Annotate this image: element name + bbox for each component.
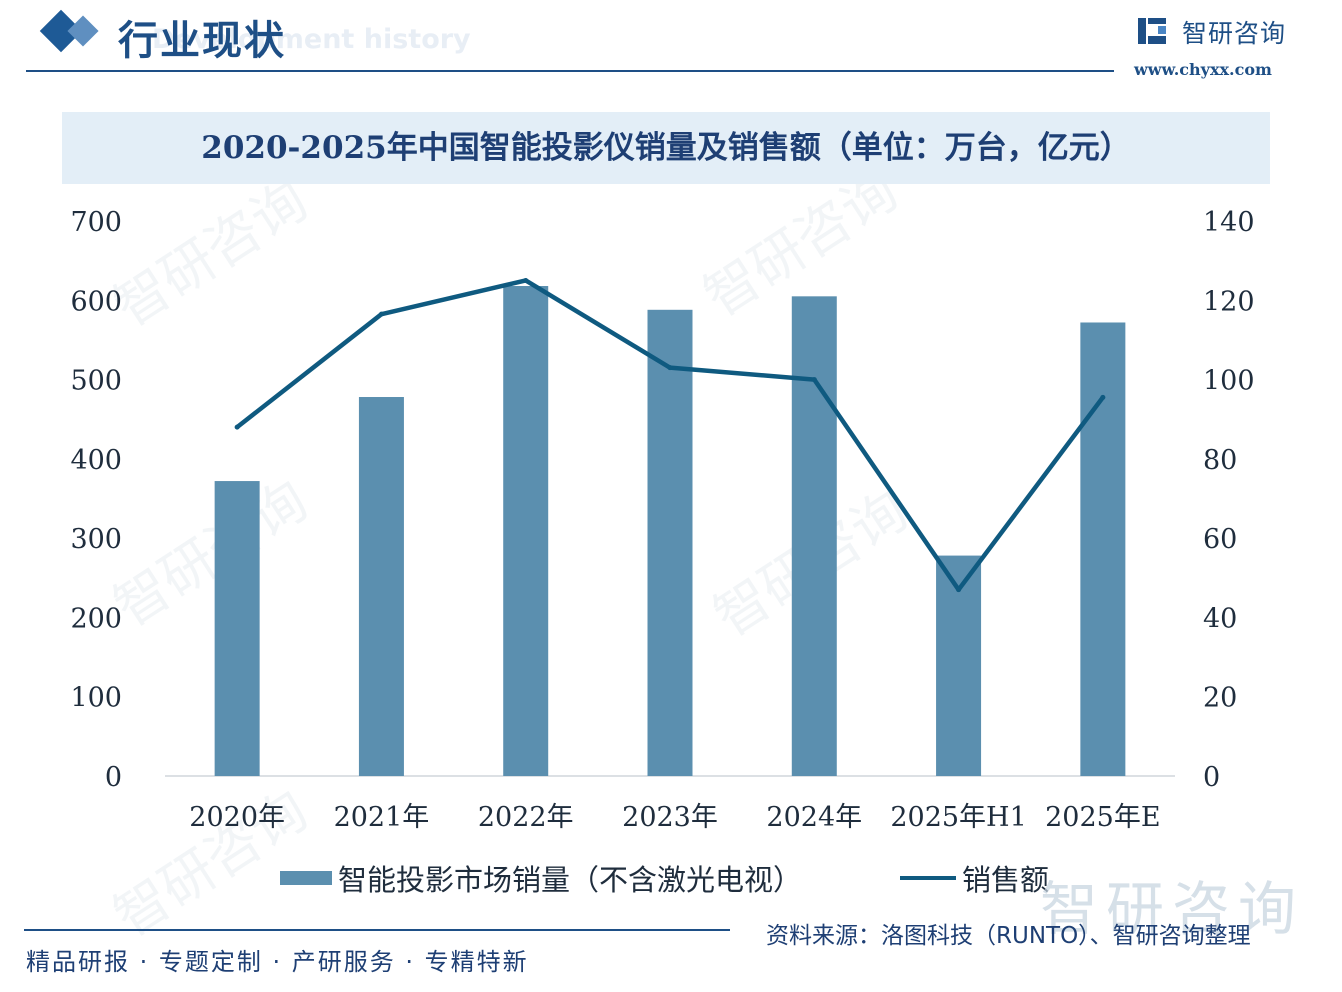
brand-name: 智研咨询 bbox=[1182, 19, 1287, 48]
chart-title: 2020-2025年中国智能投影仪销量及销售额（单位：万台，亿元） bbox=[201, 130, 1131, 166]
legend-item-sales-volume: 智能投影市场销量（不含激光电视） bbox=[280, 856, 802, 900]
bar bbox=[503, 286, 549, 776]
footer-tagline: 精品研报 · 专题定制 · 产研服务 · 专精特新 bbox=[26, 948, 529, 976]
section-title: 行业现状 bbox=[118, 17, 286, 64]
bar bbox=[791, 296, 837, 776]
x-tick-label: 2025年E bbox=[1045, 802, 1160, 833]
legend-label-sales-volume: 智能投影市场销量（不含激光电视） bbox=[338, 863, 803, 897]
watermark-brand: 智研咨询 bbox=[1040, 875, 1305, 943]
bar bbox=[936, 555, 982, 776]
y-left-tick-label: 600 bbox=[70, 286, 122, 317]
x-tick-label: 2023年 bbox=[622, 802, 718, 833]
y-left-tick-label: 400 bbox=[70, 445, 122, 476]
header-divider bbox=[26, 70, 1114, 72]
x-tick-label: 2024年 bbox=[766, 802, 862, 833]
x-tick-label: 2022年 bbox=[478, 802, 574, 833]
y-right-tick-label: 40 bbox=[1203, 603, 1237, 634]
y-left-tick-label: 700 bbox=[70, 207, 122, 238]
y-left-tick-label: 100 bbox=[70, 683, 122, 714]
y-left-tick-label: 200 bbox=[70, 603, 122, 634]
bar bbox=[214, 481, 260, 776]
footer-divider bbox=[24, 929, 730, 931]
y-left-tick-label: 500 bbox=[70, 366, 122, 397]
y-right-tick-label: 20 bbox=[1203, 683, 1237, 714]
y-right-tick-label: 60 bbox=[1203, 524, 1237, 555]
legend-label-sales-revenue: 销售额 bbox=[962, 863, 1050, 897]
line-point bbox=[1100, 394, 1106, 400]
legend-item-sales-revenue: 销售额 bbox=[900, 856, 1049, 900]
bar bbox=[358, 397, 404, 776]
x-tick-label: 2021年 bbox=[334, 802, 430, 833]
page-header: Development history 行业现状 智研咨询 www.chyxx.… bbox=[0, 0, 1342, 80]
y-right-tick-label: 80 bbox=[1203, 445, 1237, 476]
brand-url: www.chyxx.com bbox=[1134, 60, 1272, 79]
y-right-tick-label: 140 bbox=[1203, 207, 1255, 238]
x-tick-label: 2025年H1 bbox=[890, 802, 1026, 833]
legend-bar-swatch bbox=[280, 871, 332, 885]
line-point bbox=[667, 365, 673, 371]
line-point bbox=[234, 424, 240, 430]
y-right-tick-label: 100 bbox=[1203, 366, 1255, 397]
y-left-tick-label: 300 bbox=[70, 524, 122, 555]
y-left-tick-label: 0 bbox=[105, 762, 122, 793]
x-tick-label: 2020年 bbox=[189, 802, 285, 833]
y-right-tick-label: 0 bbox=[1203, 762, 1220, 793]
bar bbox=[647, 309, 693, 776]
line-point bbox=[956, 587, 962, 593]
line-point bbox=[811, 377, 817, 383]
line-point bbox=[523, 277, 529, 283]
line-point bbox=[378, 311, 384, 317]
data-source: 资料来源：洛图科技（RUNTO）、智研咨询整理 bbox=[766, 923, 1251, 949]
section-subtitle: Development history bbox=[152, 24, 471, 55]
bar bbox=[1080, 322, 1126, 776]
chart-title-band bbox=[62, 112, 1270, 184]
brand-logo-icon bbox=[1138, 18, 1166, 44]
y-right-tick-label: 120 bbox=[1203, 286, 1255, 317]
legend-line-swatch bbox=[900, 876, 956, 880]
